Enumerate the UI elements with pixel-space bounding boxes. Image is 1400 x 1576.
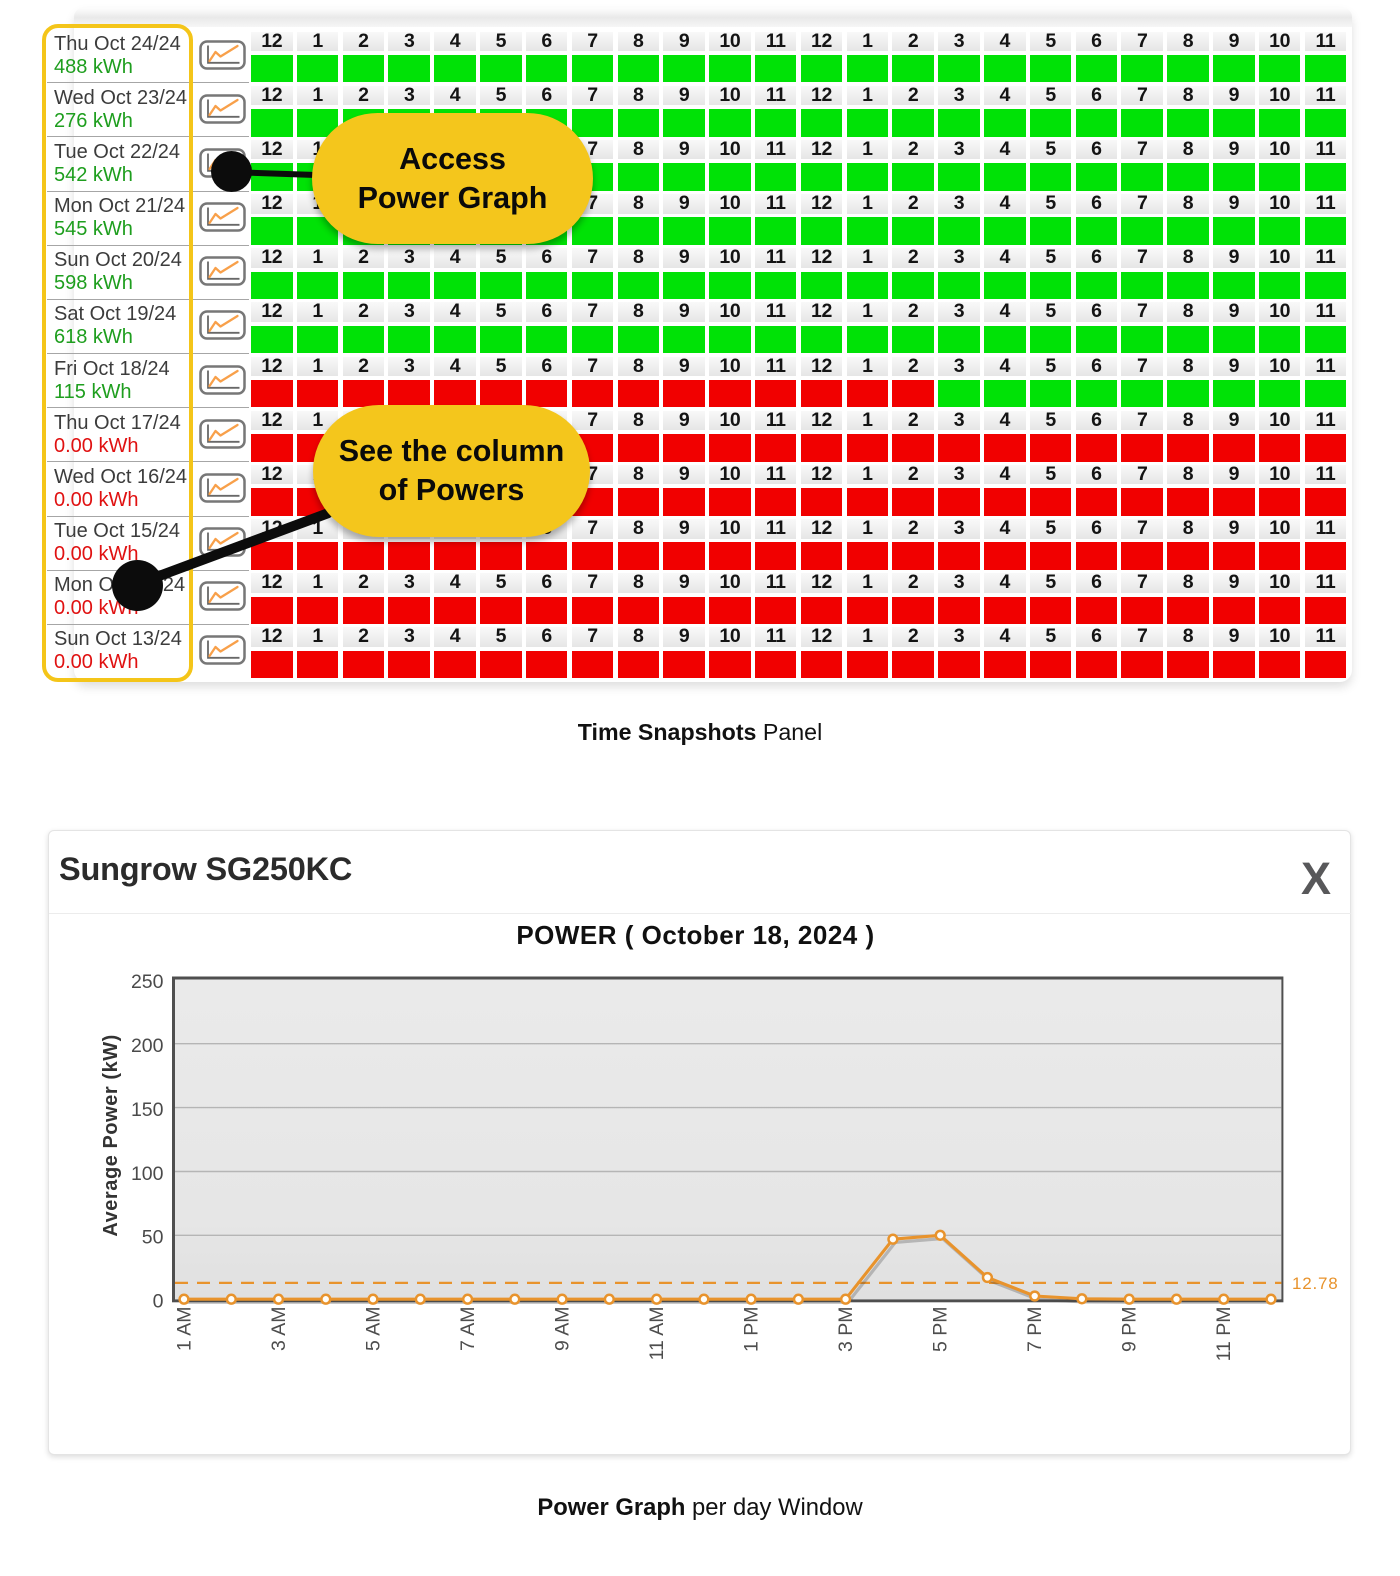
svg-text:9 PM: 9 PM: [1119, 1307, 1141, 1353]
svg-text:11 PM: 11 PM: [1213, 1307, 1235, 1362]
svg-text:7 PM: 7 PM: [1024, 1307, 1046, 1353]
svg-text:250: 250: [131, 971, 164, 993]
svg-text:5 PM: 5 PM: [930, 1307, 952, 1353]
svg-text:7 AM: 7 AM: [457, 1307, 479, 1351]
svg-text:3 AM: 3 AM: [268, 1307, 290, 1351]
svg-text:150: 150: [131, 1099, 164, 1121]
svg-text:1 PM: 1 PM: [740, 1307, 762, 1353]
svg-text:11 AM: 11 AM: [646, 1307, 668, 1361]
svg-text:3 PM: 3 PM: [835, 1307, 857, 1353]
svg-text:1 AM: 1 AM: [173, 1307, 195, 1351]
svg-text:12.78: 12.78: [1292, 1274, 1339, 1293]
svg-text:200: 200: [131, 1035, 164, 1057]
svg-text:0: 0: [153, 1291, 164, 1313]
svg-text:Average Power (kW): Average Power (kW): [100, 1034, 122, 1237]
svg-text:50: 50: [142, 1227, 164, 1249]
svg-text:100: 100: [131, 1163, 164, 1185]
svg-text:5 AM: 5 AM: [362, 1307, 384, 1351]
svg-text:9 AM: 9 AM: [551, 1307, 573, 1351]
